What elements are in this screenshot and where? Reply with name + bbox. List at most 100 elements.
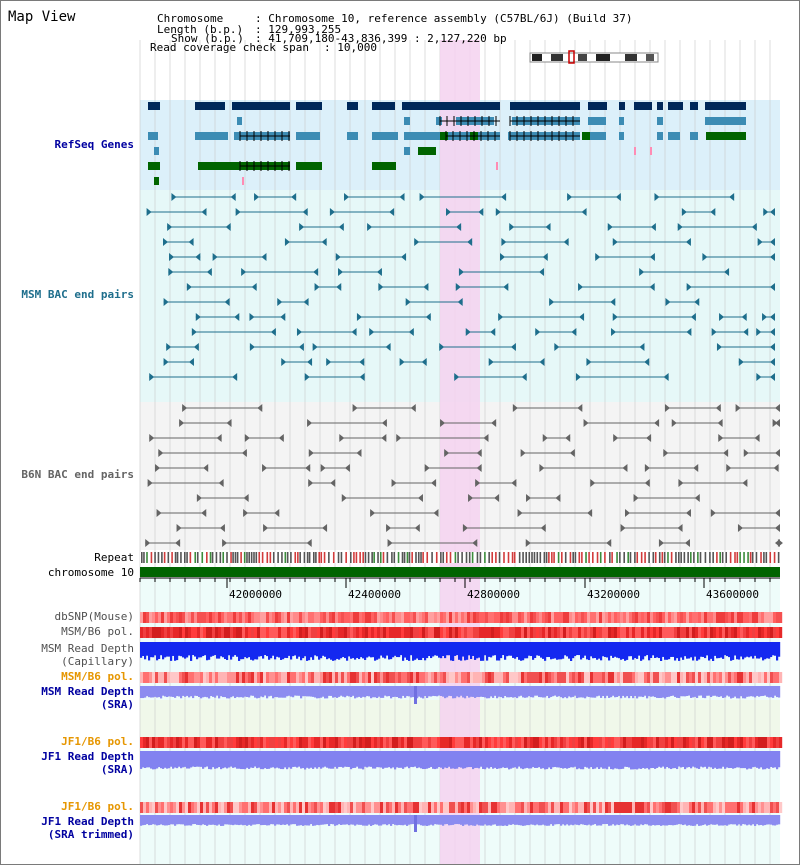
dbsnp-cell <box>524 612 528 623</box>
msm-depth-cap-bar <box>544 642 547 661</box>
msm-b6-pol-cell <box>458 627 462 638</box>
msm-bac-pair-end <box>549 298 555 306</box>
msm-b6-pol-sra-cell <box>284 672 288 683</box>
msm-depth-sra-bar <box>594 686 597 698</box>
jf1-depth-trim-bar <box>152 815 155 825</box>
msm-b6-pol-cell <box>482 627 486 638</box>
gene-block <box>402 102 500 110</box>
msm-depth-cap-bar <box>670 642 673 657</box>
jf1-depth-sra-bar <box>176 751 179 769</box>
msm-bac-pair-end <box>575 373 581 381</box>
jf1-depth-trim-bar <box>268 815 271 826</box>
repeat-element <box>253 552 255 563</box>
repeat-element <box>751 552 754 563</box>
jf1-b6-pol-cell <box>491 737 495 748</box>
msm-depth-cap-bar <box>612 642 615 658</box>
jf1-b6-pol-cell <box>530 737 534 748</box>
jf1-depth-trim-bar <box>248 815 251 825</box>
b6n-bac-pair-end <box>381 434 387 442</box>
msm-depth-sra-bar <box>490 686 493 697</box>
msm-depth-cap-bar <box>322 642 325 656</box>
jf1-depth-trim-bar <box>476 815 479 825</box>
msm-bac-pair-end <box>385 343 391 351</box>
jf1-depth-trim-bar <box>260 815 263 826</box>
msm-depth-cap-bar <box>622 642 625 659</box>
dbsnp-cell <box>656 612 660 623</box>
jf1-depth-trim-bar <box>504 815 507 826</box>
msm-depth-cap-bar <box>150 642 153 658</box>
msm-depth-sra-bar <box>618 686 621 696</box>
jf1-b6-pol-trim-cell <box>542 802 546 813</box>
msm-depth-sra-bar <box>172 686 175 697</box>
msm-b6-pol-sra-cell <box>764 672 768 683</box>
msm-depth-cap-bar <box>778 642 781 657</box>
jf1-b6-pol-trim-cell <box>662 802 666 813</box>
jf1-depth-sra-bar <box>304 751 307 770</box>
jf1-depth-sra-bar <box>442 751 445 770</box>
repeat-element <box>303 552 306 563</box>
msm-depth-cap-bar <box>500 642 503 659</box>
msm-depth-cap-bar <box>516 642 519 658</box>
msm-depth-sra-bar <box>564 686 567 698</box>
track-label-msm-bac[interactable]: MSM BAC end pairs <box>21 288 134 301</box>
jf1-depth-sra-bar <box>690 751 693 769</box>
repeat-element <box>320 552 323 563</box>
jf1-depth-trim-bar <box>536 815 539 825</box>
msm-depth-cap-bar <box>578 642 581 656</box>
jf1-depth-sra-bar <box>626 751 629 767</box>
dbsnp-cell <box>749 612 753 623</box>
msm-b6-pol-sra-cell <box>761 672 765 683</box>
jf1-depth-sra-bar <box>424 751 427 770</box>
dbsnp-cell <box>329 612 333 623</box>
track-label-b6n-bac[interactable]: B6N BAC end pairs <box>21 468 134 481</box>
jf1-depth-sra-bar <box>336 751 339 769</box>
msm-b6-pol-cell <box>176 627 180 638</box>
jf1-depth-trim-bar <box>218 815 221 825</box>
msm-b6-pol-sra-cell <box>746 672 750 683</box>
msm-b6-pol-sra-cell <box>386 672 390 683</box>
jf1-depth-sra-bar <box>296 751 299 768</box>
repeat-element <box>297 552 299 563</box>
msm-b6-pol-sra-cell <box>485 672 489 683</box>
jf1-b6-pol-trim-cell <box>587 802 591 813</box>
repeat-element <box>312 552 315 563</box>
msm-depth-sra-bar <box>482 686 485 697</box>
msm-b6-pol-cell <box>662 627 666 638</box>
msm-b6-pol-cell <box>710 627 714 638</box>
msm-bac-pair-end <box>763 208 769 216</box>
gene-block <box>690 132 698 140</box>
track-label-jf1-depth-sra-sub: (SRA) <box>100 763 134 776</box>
msm-b6-pol-cell <box>440 627 444 638</box>
jf1-b6-pol-cell <box>506 737 510 748</box>
jf1-depth-trim-bar <box>742 815 745 825</box>
b6n-bac-pair-end <box>555 494 561 502</box>
msm-b6-pol-sra-cell <box>689 672 693 683</box>
gene-block <box>347 132 358 140</box>
msm-depth-cap-bar <box>478 642 481 658</box>
jf1-depth-trim-bar <box>532 815 535 825</box>
msm-b6-pol-sra-cell <box>176 672 180 683</box>
dbsnp-cell <box>494 612 498 623</box>
jf1-b6-pol-cell <box>353 737 357 748</box>
jf1-depth-trim-bar <box>584 815 587 825</box>
msm-b6-pol-cell <box>170 627 174 638</box>
jf1-b6-pol-trim-cell <box>740 802 744 813</box>
repeat-element <box>386 552 389 563</box>
track-label-refseq[interactable]: RefSeq Genes <box>54 138 134 151</box>
msm-depth-sra-bar <box>442 686 445 697</box>
msm-depth-cap-bar <box>316 642 319 657</box>
msm-depth-cap-bar <box>430 642 433 659</box>
jf1-depth-trim-bar <box>182 815 185 825</box>
b6n-bac-pair-end <box>341 494 347 502</box>
jf1-b6-pol-cell <box>521 737 525 748</box>
dbsnp-cell <box>692 612 696 623</box>
msm-depth-cap-bar <box>406 642 409 660</box>
jf1-depth-sra-bar <box>502 751 505 768</box>
msm-depth-cap-bar <box>352 642 355 659</box>
gene-block <box>148 162 160 170</box>
dbsnp-cell <box>383 612 387 623</box>
jf1-b6-pol-trim-cell <box>338 802 342 813</box>
jf1-depth-trim-bar <box>282 815 285 825</box>
msm-b6-pol-sra-cell <box>575 672 579 683</box>
